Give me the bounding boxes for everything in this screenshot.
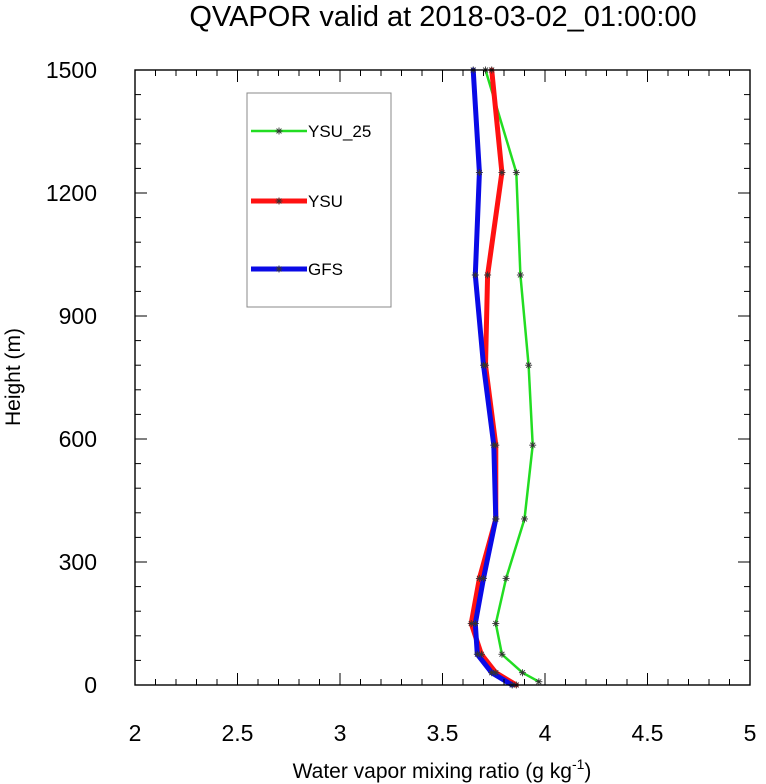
- legend-marker: [275, 265, 283, 273]
- x-axis-label: Water vapor mixing ratio (g kg-1): [293, 756, 592, 783]
- data-point: [467, 620, 475, 627]
- plot-markers: [467, 66, 543, 689]
- data-point: [492, 515, 500, 523]
- plot-frame: [134, 69, 751, 686]
- series-line-gfs: [470, 67, 515, 688]
- x-tick-label: 4.5: [632, 720, 664, 746]
- data-point: [490, 441, 498, 449]
- x-tick-label: 4: [539, 720, 552, 746]
- data-point: [471, 620, 479, 627]
- x-tick-label: 3.5: [427, 720, 459, 746]
- y-axis-tick-labels: 0 300 600 900 1200 1500: [46, 57, 97, 698]
- data-point: [471, 271, 479, 279]
- y-tick-label: 1500: [46, 57, 97, 83]
- legend-entry-ysu-25: YSU_25: [251, 122, 371, 141]
- data-point: [480, 574, 487, 582]
- data-point: [516, 271, 524, 279]
- data-point: [492, 620, 500, 627]
- legend-marker: [275, 127, 283, 135]
- chart-title: QVAPOR valid at 2018-03-02_01:00:00: [189, 1, 696, 33]
- data-point: [477, 650, 485, 658]
- data-point: [502, 574, 510, 582]
- plot-lines: [468, 67, 541, 688]
- data-point: [484, 271, 492, 279]
- legend-label: YSU: [308, 192, 343, 211]
- y-axis-label: Height (m): [2, 328, 25, 426]
- y-tick-label: 1200: [46, 180, 97, 206]
- y-axis-ticks: [135, 69, 750, 686]
- legend-marker: [275, 197, 283, 205]
- data-point: [521, 515, 528, 523]
- legend-entry-ysu: YSU: [251, 192, 343, 211]
- x-axis-ticks: [134, 70, 751, 685]
- x-tick-label: 5: [744, 720, 757, 746]
- y-tick-label: 300: [59, 549, 97, 575]
- legend-label: GFS: [308, 260, 343, 279]
- y-tick-label: 600: [59, 426, 97, 452]
- data-point: [498, 650, 506, 658]
- y-tick-label: 900: [59, 303, 97, 329]
- data-point: [518, 669, 526, 677]
- data-point: [535, 678, 543, 686]
- y-tick-label: 0: [84, 672, 97, 698]
- x-tick-label: 2: [129, 720, 142, 746]
- data-point: [525, 361, 533, 369]
- x-axis-tick-labels: 2 2.5 3 3.5 4 4.5 5: [129, 720, 757, 746]
- data-point: [473, 650, 481, 658]
- x-tick-label: 3: [334, 720, 347, 746]
- legend-label: YSU_25: [308, 122, 371, 141]
- data-point: [498, 169, 506, 176]
- data-point: [512, 169, 520, 176]
- series-line-ysu-25: [484, 68, 541, 683]
- legend: YSU_25 YSU GFS: [246, 92, 392, 308]
- data-point: [480, 361, 487, 369]
- data-point: [475, 169, 483, 176]
- x-tick-label: 2.5: [222, 720, 254, 746]
- data-point: [488, 669, 496, 677]
- data-point: [529, 441, 537, 449]
- legend-entry-gfs: GFS: [251, 260, 343, 279]
